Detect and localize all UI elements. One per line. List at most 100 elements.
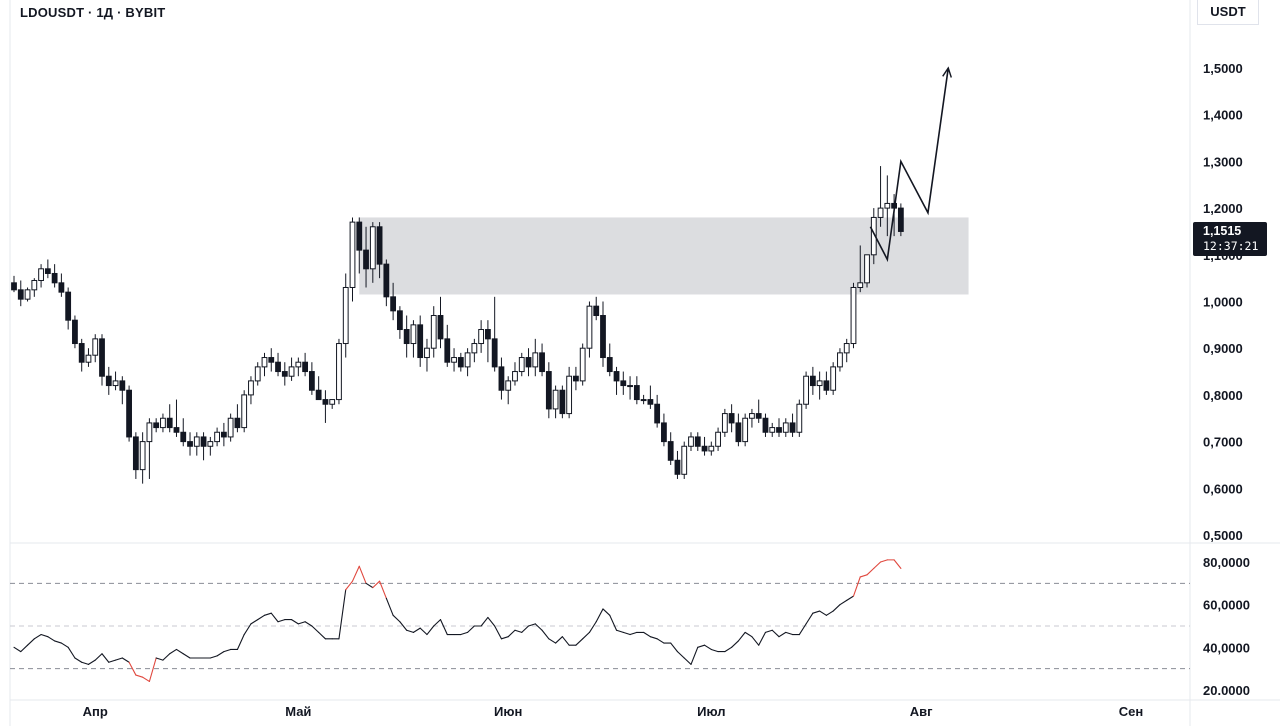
oscillator-bands — [10, 582, 1190, 670]
time-axis[interactable]: Апр Май Июн Июл Авг Сен — [83, 704, 1144, 719]
candle-body — [227, 417, 234, 438]
oscillator-segment — [494, 625, 502, 640]
price-tick-label: 0,6000 — [1203, 481, 1243, 496]
candle — [485, 320, 491, 363]
candle — [776, 418, 782, 437]
oscillator-segment — [263, 612, 272, 616]
oscillator-segment — [94, 653, 103, 661]
chart-grid — [9, 0, 1280, 726]
candle-body — [613, 371, 620, 382]
candle-body — [762, 417, 769, 433]
oscillator-segment — [13, 646, 22, 653]
candle-body — [857, 282, 864, 288]
candle-body — [153, 422, 160, 429]
candle — [694, 432, 701, 451]
oscillator-segment — [392, 614, 401, 623]
price-axis[interactable]: 1,50001,40001,30001,20001,10001,00000,90… — [1203, 61, 1243, 543]
candle-body — [38, 268, 44, 281]
time-tick-label: Июл — [697, 704, 725, 719]
candle — [227, 413, 234, 442]
candle-body — [735, 422, 742, 443]
oscillator-segment — [548, 638, 557, 644]
candle — [58, 273, 65, 297]
oscillator-segment — [379, 580, 387, 599]
candle-body — [308, 371, 315, 391]
oscillator-segment — [74, 657, 83, 663]
candle-body — [295, 361, 302, 368]
candle-body — [708, 445, 715, 452]
oscillator-segment — [216, 651, 225, 657]
candle-body — [850, 286, 857, 345]
oscillator-segment — [507, 629, 516, 638]
oscillator-segment — [338, 589, 347, 640]
candle-body — [17, 289, 24, 300]
oscillator-segment — [819, 610, 827, 616]
candle — [85, 348, 92, 367]
candle-body — [897, 207, 904, 232]
oscillator-segment — [148, 657, 157, 683]
candle — [735, 413, 742, 447]
candle-body — [661, 422, 667, 443]
candle — [281, 362, 288, 386]
candle-body — [275, 361, 281, 373]
candle — [579, 343, 586, 386]
price-tick-label: 1,5000 — [1203, 61, 1243, 76]
candle-body — [220, 431, 227, 438]
candle — [755, 399, 762, 423]
oscillator-segment — [358, 565, 367, 584]
candle-body — [843, 343, 850, 354]
oscillator-segment — [351, 565, 360, 582]
candle-body — [329, 399, 336, 405]
oscillator-segment — [731, 640, 739, 648]
candle — [363, 226, 369, 288]
candle-body — [633, 385, 640, 401]
oscillator-segment — [555, 636, 563, 644]
candle — [884, 175, 891, 237]
symbol-title[interactable]: LDOUSDT · 1Д · BYBIT — [20, 5, 166, 20]
candle — [498, 357, 505, 400]
oscillator-tick-label: 80,0000 — [1203, 555, 1250, 570]
oscillator-segment — [744, 631, 753, 638]
candle — [369, 222, 376, 283]
candle-body — [119, 380, 126, 391]
candle-body — [593, 305, 600, 317]
candle-body — [430, 315, 437, 349]
oscillator-segment — [575, 638, 584, 646]
oscillator-segment — [866, 567, 875, 576]
candle — [681, 441, 688, 479]
oscillator-segment — [825, 610, 834, 616]
oscillator-axis[interactable]: 80,0000 60,0000 40,0000 20.0000 — [1203, 555, 1250, 698]
candle-body — [471, 343, 478, 354]
candle — [444, 324, 451, 367]
candle — [308, 362, 315, 395]
candle — [78, 338, 85, 372]
currency-unit-label[interactable]: USDT — [1197, 0, 1259, 25]
time-tick-label: Апр — [83, 704, 108, 719]
candle-body — [207, 441, 214, 447]
candle — [837, 348, 843, 372]
candle-body — [518, 357, 525, 373]
candle-body — [261, 357, 268, 368]
candle — [214, 427, 220, 447]
oscillator-segment — [785, 631, 794, 636]
oscillator-tick-label: 40,0000 — [1203, 640, 1250, 655]
candle — [65, 287, 72, 330]
candle-series — [11, 166, 904, 484]
candle-body — [728, 413, 735, 424]
candle-body — [600, 315, 606, 359]
oscillator-segment — [162, 653, 171, 661]
oscillator-segment — [670, 642, 679, 653]
candle — [295, 357, 302, 377]
price-tick-label: 0,8000 — [1203, 388, 1243, 403]
candle — [132, 432, 139, 479]
candle — [559, 385, 566, 419]
candle-body — [146, 422, 153, 443]
candle — [545, 362, 552, 419]
candle-body — [816, 380, 823, 387]
candle — [200, 432, 207, 461]
candle — [518, 352, 525, 377]
candle-body — [187, 441, 193, 447]
candle — [843, 338, 850, 363]
oscillator-segment — [209, 655, 218, 659]
